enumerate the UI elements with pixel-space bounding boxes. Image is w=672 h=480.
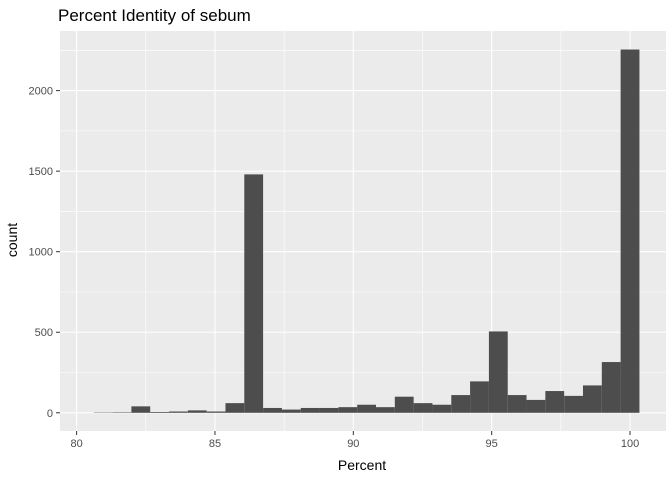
histogram-bar [394, 396, 414, 413]
x-tick-label: 85 [209, 438, 221, 450]
histogram-bar [376, 407, 395, 413]
x-tick-label: 80 [70, 438, 82, 450]
histogram-bars [93, 49, 640, 413]
x-tick-label: 90 [347, 438, 359, 450]
histogram-bar [545, 391, 565, 413]
histogram-bar [206, 411, 226, 413]
histogram-bar [488, 331, 508, 413]
histogram-bar [526, 399, 546, 413]
histogram-bar [564, 395, 583, 413]
histogram-bar [263, 407, 282, 413]
minor-gridlines [60, 31, 666, 431]
histogram-bar [169, 411, 188, 413]
histogram-bar [582, 385, 602, 413]
y-tick-label: 1500 [29, 166, 53, 178]
histogram-bar [507, 395, 527, 413]
y-tick-label: 2000 [29, 86, 53, 98]
y-tick-label: 0 [47, 408, 53, 420]
histogram-bar [470, 381, 489, 413]
histogram-bar [601, 362, 621, 413]
histogram-bar [338, 407, 358, 413]
plot-panel [60, 31, 666, 431]
chart-title: Percent Identity of sebum [58, 6, 251, 25]
histogram-bar [357, 404, 377, 413]
y-axis: 0 500 1000 1500 2000 [29, 86, 60, 420]
histogram-bar [131, 406, 151, 413]
y-axis-title: count [4, 223, 20, 257]
histogram-bar [300, 407, 320, 413]
histogram-bar [620, 49, 640, 413]
histogram-bar [187, 410, 207, 413]
y-tick-label: 500 [35, 327, 53, 339]
x-tick-label: 95 [486, 438, 498, 450]
histogram-bar [225, 403, 245, 413]
histogram-bar [451, 395, 471, 413]
x-axis: 80 85 90 95 100 [70, 431, 639, 450]
y-tick-label: 1000 [29, 247, 53, 259]
histogram-bar [281, 409, 301, 413]
x-axis-title: Percent [338, 457, 386, 473]
histogram-bar [413, 403, 433, 413]
histogram-bar [150, 411, 170, 413]
histogram-bar [319, 407, 339, 413]
histogram-bar [244, 174, 264, 413]
x-tick-label: 100 [621, 438, 639, 450]
histogram-bar [432, 404, 452, 413]
